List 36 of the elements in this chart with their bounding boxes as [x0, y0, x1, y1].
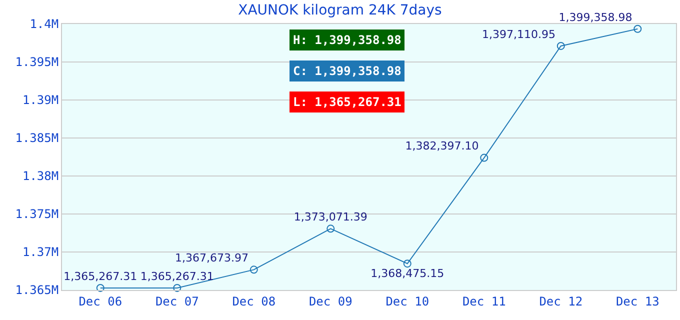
data-label: 1,365,267.31: [64, 270, 138, 283]
x-tick-label: Dec 09: [308, 294, 352, 308]
data-label: 1,399,358.98: [558, 10, 632, 24]
point: [326, 224, 335, 233]
x-tick-label: Dec 11: [462, 294, 506, 308]
annotation: L: 1,365,267.31: [293, 95, 402, 109]
x-tick-label: Dec 10: [386, 294, 430, 308]
y-tick-label: 1.385M: [15, 131, 59, 146]
y-tick-label: 1.38M: [22, 169, 59, 184]
chart-title: XAUNOK kilogram 24K 7days: [238, 2, 442, 19]
point: [250, 266, 258, 274]
y-tick-label: 1.395M: [15, 55, 59, 70]
annotation: H: 1,399,358.98: [293, 33, 402, 47]
annotation: C: 1,399,358.98: [293, 64, 402, 78]
x-tick-label: Dec 12: [539, 294, 583, 308]
y-tick-label: 1.37M: [22, 245, 59, 260]
point: [634, 24, 642, 33]
data-label: 1,397,110.95: [482, 28, 556, 41]
data-label: 1,365,267.31: [140, 270, 214, 283]
y-tick-label: 1.375M: [15, 207, 59, 222]
x-tick-label: Dec 08: [232, 294, 276, 308]
y-tick-label: 1.39M: [22, 93, 59, 108]
data-label: 1,368,475.15: [370, 267, 444, 280]
data-label: 1,367,673.97: [175, 252, 249, 265]
data-label: 1,382,397.10: [405, 140, 479, 153]
x-tick-label: Dec 06: [78, 294, 122, 308]
point: [403, 260, 412, 268]
x-tick-label: Dec 07: [155, 294, 199, 308]
x-tick-label: Dec 13: [616, 294, 660, 308]
point: [480, 154, 488, 162]
y-tick-label: 1.365M: [15, 283, 59, 298]
data-label: 1,373,071.39: [294, 210, 368, 224]
point: [96, 284, 104, 292]
y-tick-label: 1.4M: [30, 17, 59, 32]
point: [556, 42, 565, 50]
point: [173, 284, 182, 292]
